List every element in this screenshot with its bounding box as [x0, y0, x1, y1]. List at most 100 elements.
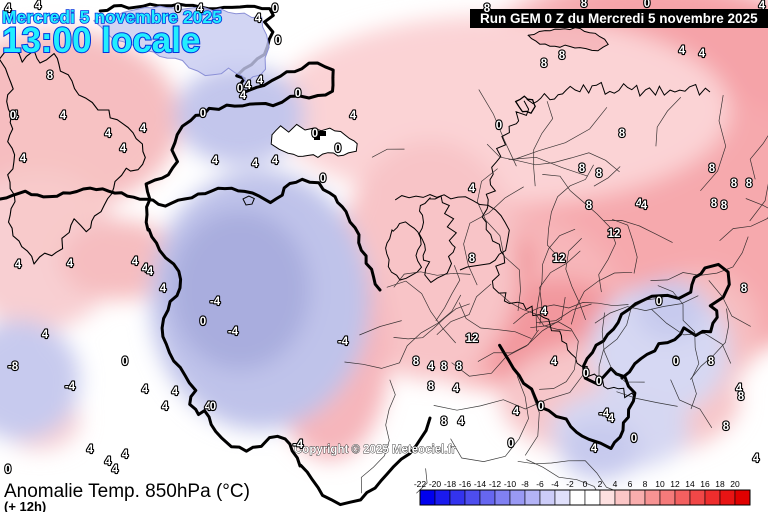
svg-text:0: 0	[312, 128, 318, 140]
svg-text:-18: -18	[444, 479, 457, 489]
svg-text:4: 4	[120, 143, 127, 155]
svg-text:4: 4	[140, 123, 147, 135]
svg-text:8: 8	[413, 356, 420, 368]
svg-text:0: 0	[596, 376, 602, 388]
svg-text:0: 0	[538, 401, 544, 413]
svg-text:4: 4	[252, 158, 259, 170]
svg-text:-10: -10	[504, 479, 517, 489]
svg-text:4: 4	[257, 75, 264, 87]
svg-text:8: 8	[484, 3, 491, 15]
svg-text:8: 8	[738, 391, 745, 403]
svg-text:8: 8	[731, 178, 738, 190]
svg-text:4: 4	[641, 200, 648, 212]
svg-text:8: 8	[559, 50, 566, 62]
svg-text:4: 4	[255, 13, 262, 25]
svg-text:4: 4	[172, 386, 179, 398]
svg-text:12: 12	[670, 479, 680, 489]
svg-text:-6: -6	[536, 479, 544, 489]
svg-text:4: 4	[458, 416, 465, 428]
svg-text:4: 4	[453, 383, 460, 395]
svg-text:4: 4	[5, 3, 12, 15]
svg-text:4: 4	[122, 449, 129, 461]
svg-text:4: 4	[112, 464, 119, 476]
svg-text:8: 8	[441, 416, 448, 428]
svg-text:12: 12	[553, 253, 566, 265]
svg-text:4: 4	[350, 110, 357, 122]
svg-text:-22: -22	[414, 479, 427, 489]
svg-text:4: 4	[608, 413, 615, 425]
svg-text:8: 8	[456, 361, 463, 373]
svg-text:8: 8	[441, 361, 448, 373]
svg-text:4: 4	[60, 110, 67, 122]
svg-text:4: 4	[759, 0, 766, 12]
svg-text:4: 4	[42, 329, 49, 341]
svg-text:0: 0	[210, 401, 216, 413]
svg-text:8: 8	[581, 0, 588, 10]
svg-text:-8: -8	[8, 361, 19, 373]
svg-text:13:00 locale: 13:00 locale	[2, 21, 200, 60]
svg-text:4: 4	[699, 48, 706, 60]
svg-text:4: 4	[20, 153, 27, 165]
svg-text:-20: -20	[429, 479, 442, 489]
svg-text:8: 8	[708, 356, 715, 368]
svg-text:-12: -12	[489, 479, 502, 489]
svg-text:8: 8	[579, 163, 586, 175]
svg-text:0: 0	[583, 368, 589, 380]
svg-text:8: 8	[741, 283, 748, 295]
svg-text:0: 0	[200, 316, 206, 328]
svg-text:(+ 12h): (+ 12h)	[4, 499, 46, 512]
svg-text:4: 4	[613, 479, 618, 489]
svg-text:4: 4	[35, 0, 42, 12]
svg-text:8: 8	[723, 421, 730, 433]
svg-text:0: 0	[508, 438, 514, 450]
svg-text:6: 6	[628, 479, 633, 489]
svg-text:0: 0	[200, 108, 206, 120]
svg-text:4: 4	[212, 155, 219, 167]
svg-text:4: 4	[197, 3, 204, 15]
svg-text:4: 4	[272, 155, 279, 167]
svg-text:-4: -4	[293, 439, 304, 451]
svg-text:0: 0	[175, 3, 181, 15]
svg-text:8: 8	[469, 253, 476, 265]
svg-text:8: 8	[596, 168, 603, 180]
svg-text:0: 0	[295, 88, 301, 100]
svg-text:20: 20	[730, 479, 740, 489]
svg-text:0: 0	[10, 110, 16, 122]
svg-text:4: 4	[679, 45, 686, 57]
svg-text:4: 4	[541, 306, 548, 318]
svg-text:Copyright © 2025 Meteociel.fr: Copyright © 2025 Meteociel.fr	[294, 444, 456, 456]
svg-text:8: 8	[746, 178, 753, 190]
svg-text:0: 0	[5, 464, 11, 476]
svg-text:-4: -4	[228, 326, 239, 338]
svg-text:8: 8	[619, 128, 626, 140]
svg-text:12: 12	[466, 333, 479, 345]
svg-text:0: 0	[335, 143, 341, 155]
svg-text:4: 4	[105, 128, 112, 140]
svg-text:0: 0	[496, 120, 502, 132]
svg-text:0: 0	[673, 356, 679, 368]
svg-text:8: 8	[721, 200, 728, 212]
svg-text:4: 4	[142, 384, 149, 396]
svg-text:Run GEM 0 Z du Mercredi 5 nove: Run GEM 0 Z du Mercredi 5 novembre 2025	[480, 11, 758, 26]
svg-text:8: 8	[711, 198, 718, 210]
svg-text:4: 4	[160, 283, 167, 295]
svg-text:0: 0	[122, 356, 128, 368]
svg-text:4: 4	[105, 456, 112, 468]
svg-text:0: 0	[644, 0, 650, 10]
svg-text:14: 14	[685, 479, 695, 489]
svg-text:12: 12	[608, 228, 621, 240]
svg-text:10: 10	[655, 479, 665, 489]
svg-text:2: 2	[598, 479, 603, 489]
svg-text:0: 0	[275, 35, 281, 47]
svg-text:4: 4	[162, 401, 169, 413]
svg-text:16: 16	[700, 479, 710, 489]
svg-text:4: 4	[15, 259, 22, 271]
svg-text:4: 4	[67, 258, 74, 270]
svg-text:4: 4	[147, 266, 154, 278]
svg-text:-4: -4	[338, 336, 349, 348]
svg-text:4: 4	[513, 406, 520, 418]
svg-text:4: 4	[87, 444, 94, 456]
svg-text:0: 0	[272, 3, 278, 15]
svg-text:-4: -4	[65, 381, 76, 393]
svg-text:-16: -16	[459, 479, 472, 489]
